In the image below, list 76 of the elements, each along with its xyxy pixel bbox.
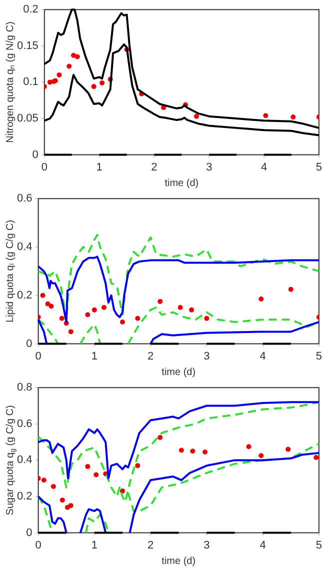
point [314, 454, 319, 460]
x-tick-label: 2 [147, 350, 154, 362]
point [50, 484, 56, 490]
x-tick-label: 5 [316, 161, 322, 174]
x-tick-label: 0 [41, 161, 48, 174]
point [158, 435, 163, 440]
x-tick-label: 2 [151, 161, 158, 174]
point [56, 72, 62, 78]
point [66, 64, 72, 69]
point [263, 113, 268, 118]
point [100, 80, 105, 86]
point [94, 472, 99, 478]
x-tick-label: 4 [260, 350, 266, 362]
x-tick-label: 4 [260, 539, 266, 552]
y-tick-label: 0 [26, 526, 32, 539]
x-axis-title: time (d) [164, 178, 199, 189]
point [120, 488, 125, 494]
y-tick-label: 0.4 [16, 241, 32, 254]
point [41, 478, 46, 483]
x-tick-label: 5 [316, 539, 322, 552]
x-tick-label: 5 [316, 350, 322, 362]
point [48, 304, 54, 309]
y-tick-label: 0 [26, 338, 32, 350]
x-axis-title: time (d) [162, 556, 196, 567]
point [178, 448, 184, 453]
y-tick-label: 0.6 [16, 418, 32, 430]
point [74, 54, 80, 60]
x-tick-label: 1 [91, 350, 98, 362]
y-tick-label: 0.05 [16, 112, 38, 125]
point [40, 292, 46, 298]
x-tick-label: 1 [91, 539, 98, 552]
point [190, 448, 196, 454]
x-axis-title: time (d) [162, 366, 196, 378]
x-tick-label: 1 [96, 161, 102, 174]
y-tick-label: 0.8 [16, 382, 32, 394]
point [258, 296, 264, 302]
y-tick-label: 0.2 [23, 4, 38, 16]
point [71, 52, 76, 58]
y-axis-title: Nitrogen quota qₙ (g N/g C) [4, 22, 16, 143]
point [45, 301, 50, 306]
y-tick-label: 0.15 [16, 40, 38, 52]
y-tick-label: 0.2 [16, 490, 32, 503]
point [92, 307, 97, 312]
point [135, 463, 140, 468]
point [59, 316, 64, 321]
point [85, 312, 90, 318]
point [194, 114, 199, 119]
x-tick-label: 3 [204, 350, 210, 362]
point [204, 316, 210, 321]
x-tick-label: 4 [260, 161, 268, 174]
point [158, 298, 163, 304]
point [68, 329, 74, 334]
point [246, 444, 252, 450]
point [60, 498, 65, 503]
y-tick-label: 0 [32, 148, 38, 161]
y-axis-title: Lipid quota qₗ (g C/g C) [4, 220, 16, 323]
point [189, 307, 194, 312]
point [135, 316, 140, 321]
point [85, 464, 90, 470]
point [120, 320, 125, 325]
point [68, 503, 74, 508]
x-tick-label: 3 [206, 161, 212, 174]
y-tick-label: 0.4 [16, 454, 32, 466]
point [101, 305, 106, 310]
y-tick-label: 0.2 [16, 289, 32, 302]
point [91, 84, 96, 90]
x-tick-label: 2 [147, 539, 154, 552]
y-tick-label: 0.6 [16, 192, 32, 205]
point [178, 305, 183, 310]
point [290, 114, 296, 120]
point [288, 286, 294, 292]
point [286, 446, 291, 452]
point [202, 450, 208, 455]
point [258, 453, 264, 458]
x-tick-label: 3 [204, 539, 210, 552]
y-tick-label: 0.1 [23, 76, 38, 88]
